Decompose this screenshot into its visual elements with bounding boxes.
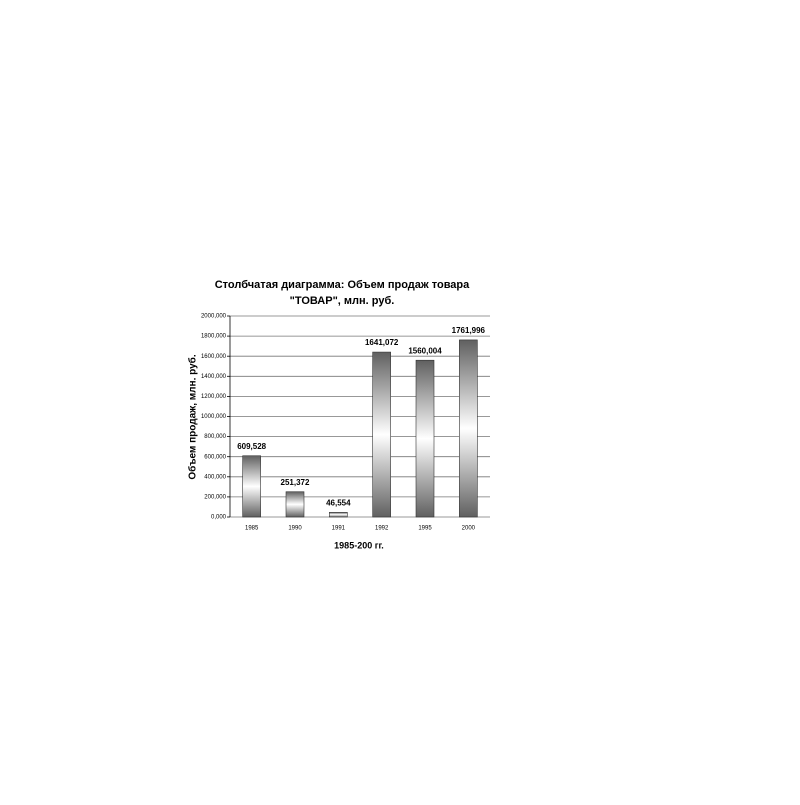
y-tick-label: 600,000 xyxy=(204,454,226,460)
x-tick-label: 1992 xyxy=(375,526,389,532)
y-tick-label: 800,000 xyxy=(204,434,226,440)
bar xyxy=(372,351,391,518)
y-tick-label: 1600,000 xyxy=(201,354,227,360)
x-axis-label: 1985-200 гг. xyxy=(334,540,384,550)
data-label: 251,372 xyxy=(281,478,310,487)
y-tick-label: 200,000 xyxy=(204,494,226,500)
y-tick-label: 1800,000 xyxy=(201,334,227,340)
y-tick-label: 0,000 xyxy=(211,515,227,521)
bar xyxy=(415,359,435,518)
data-label: 1641,072 xyxy=(365,338,399,347)
x-tick-label: 1995 xyxy=(418,526,432,532)
y-tick-label: 400,000 xyxy=(204,474,226,480)
bar xyxy=(329,512,348,518)
bar xyxy=(242,455,261,518)
y-tick-label: 1400,000 xyxy=(201,374,227,380)
y-axis-label: Объем продаж, млн. руб. xyxy=(187,354,199,479)
chart-title: Столбчатая диаграмма: Объем продаж товар… xyxy=(215,279,470,291)
x-tick-label: 1991 xyxy=(332,526,346,532)
data-label: 46,554 xyxy=(326,498,351,507)
bar xyxy=(285,491,305,518)
x-tick-label: 1990 xyxy=(288,526,302,532)
chart-title: "ТОВАР", млн. руб. xyxy=(290,295,395,307)
data-label: 1560,004 xyxy=(408,346,442,355)
x-tick-label: 1985 xyxy=(245,526,259,532)
bar xyxy=(459,339,478,518)
data-label: 609,528 xyxy=(237,442,266,451)
y-tick-label: 2000,000 xyxy=(201,314,227,320)
x-tick-label: 2000 xyxy=(462,526,476,532)
y-tick-label: 1000,000 xyxy=(201,414,227,420)
data-label: 1761,996 xyxy=(452,326,486,335)
y-tick-label: 1200,000 xyxy=(201,394,227,400)
